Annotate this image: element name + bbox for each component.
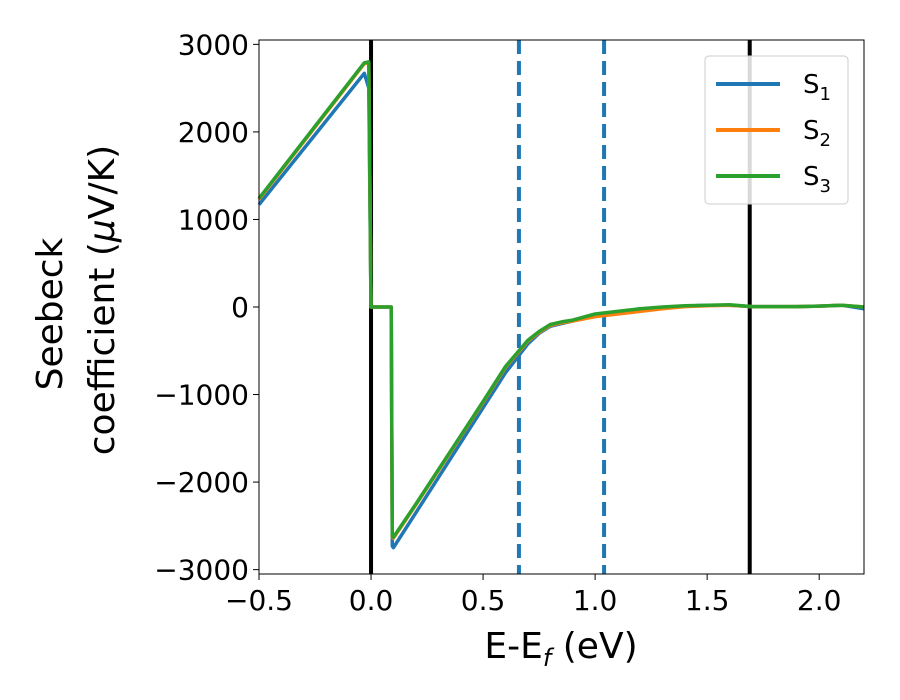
x-axis-label-main: E-E bbox=[484, 626, 542, 667]
x-tick-label: 0.0 bbox=[349, 584, 394, 617]
y-axis-label-unit: V/K) bbox=[82, 145, 123, 219]
legend-label-s3: S3 bbox=[803, 162, 831, 197]
x-axis-label-unit: (eV) bbox=[551, 626, 637, 667]
x-tick-label: 1.5 bbox=[685, 584, 730, 617]
x-tick-label: 2.0 bbox=[797, 584, 842, 617]
x-tick-label: −0.5 bbox=[225, 584, 293, 617]
legend-label-s2: S2 bbox=[803, 116, 831, 151]
y-tick-label: −2000 bbox=[154, 466, 249, 499]
y-axis-label-line1: Seebeck bbox=[30, 237, 71, 390]
x-axis-ticks: −0.5 0.0 0.5 1.0 1.5 2.0 bbox=[225, 574, 841, 617]
series-lines bbox=[257, 60, 865, 550]
y-axis-label-main: coefficient ( bbox=[82, 242, 123, 455]
y-tick-label: 3000 bbox=[178, 28, 249, 61]
y-tick-label: −1000 bbox=[154, 379, 249, 412]
y-tick-label: 2000 bbox=[178, 116, 249, 149]
y-axis-label-mu: μ bbox=[82, 219, 123, 243]
x-axis-label: E-Ef (eV) bbox=[484, 626, 637, 672]
y-tick-label: 1000 bbox=[178, 203, 249, 236]
series-line-s3 bbox=[257, 60, 865, 539]
y-tick-label: −3000 bbox=[154, 554, 249, 587]
y-tick-label: 0 bbox=[231, 291, 249, 324]
legend: S1 S2 S3 bbox=[704, 55, 849, 205]
y-axis-ticks: −3000 −2000 −1000 0 1000 2000 3000 bbox=[154, 28, 259, 587]
y-axis-label-line2: coefficient (μV/K) bbox=[82, 145, 123, 455]
x-tick-label: 1.0 bbox=[573, 584, 618, 617]
x-tick-label: 0.5 bbox=[461, 584, 506, 617]
legend-label-s1: S1 bbox=[803, 70, 831, 105]
legend-items: S1 S2 S3 bbox=[716, 70, 831, 197]
